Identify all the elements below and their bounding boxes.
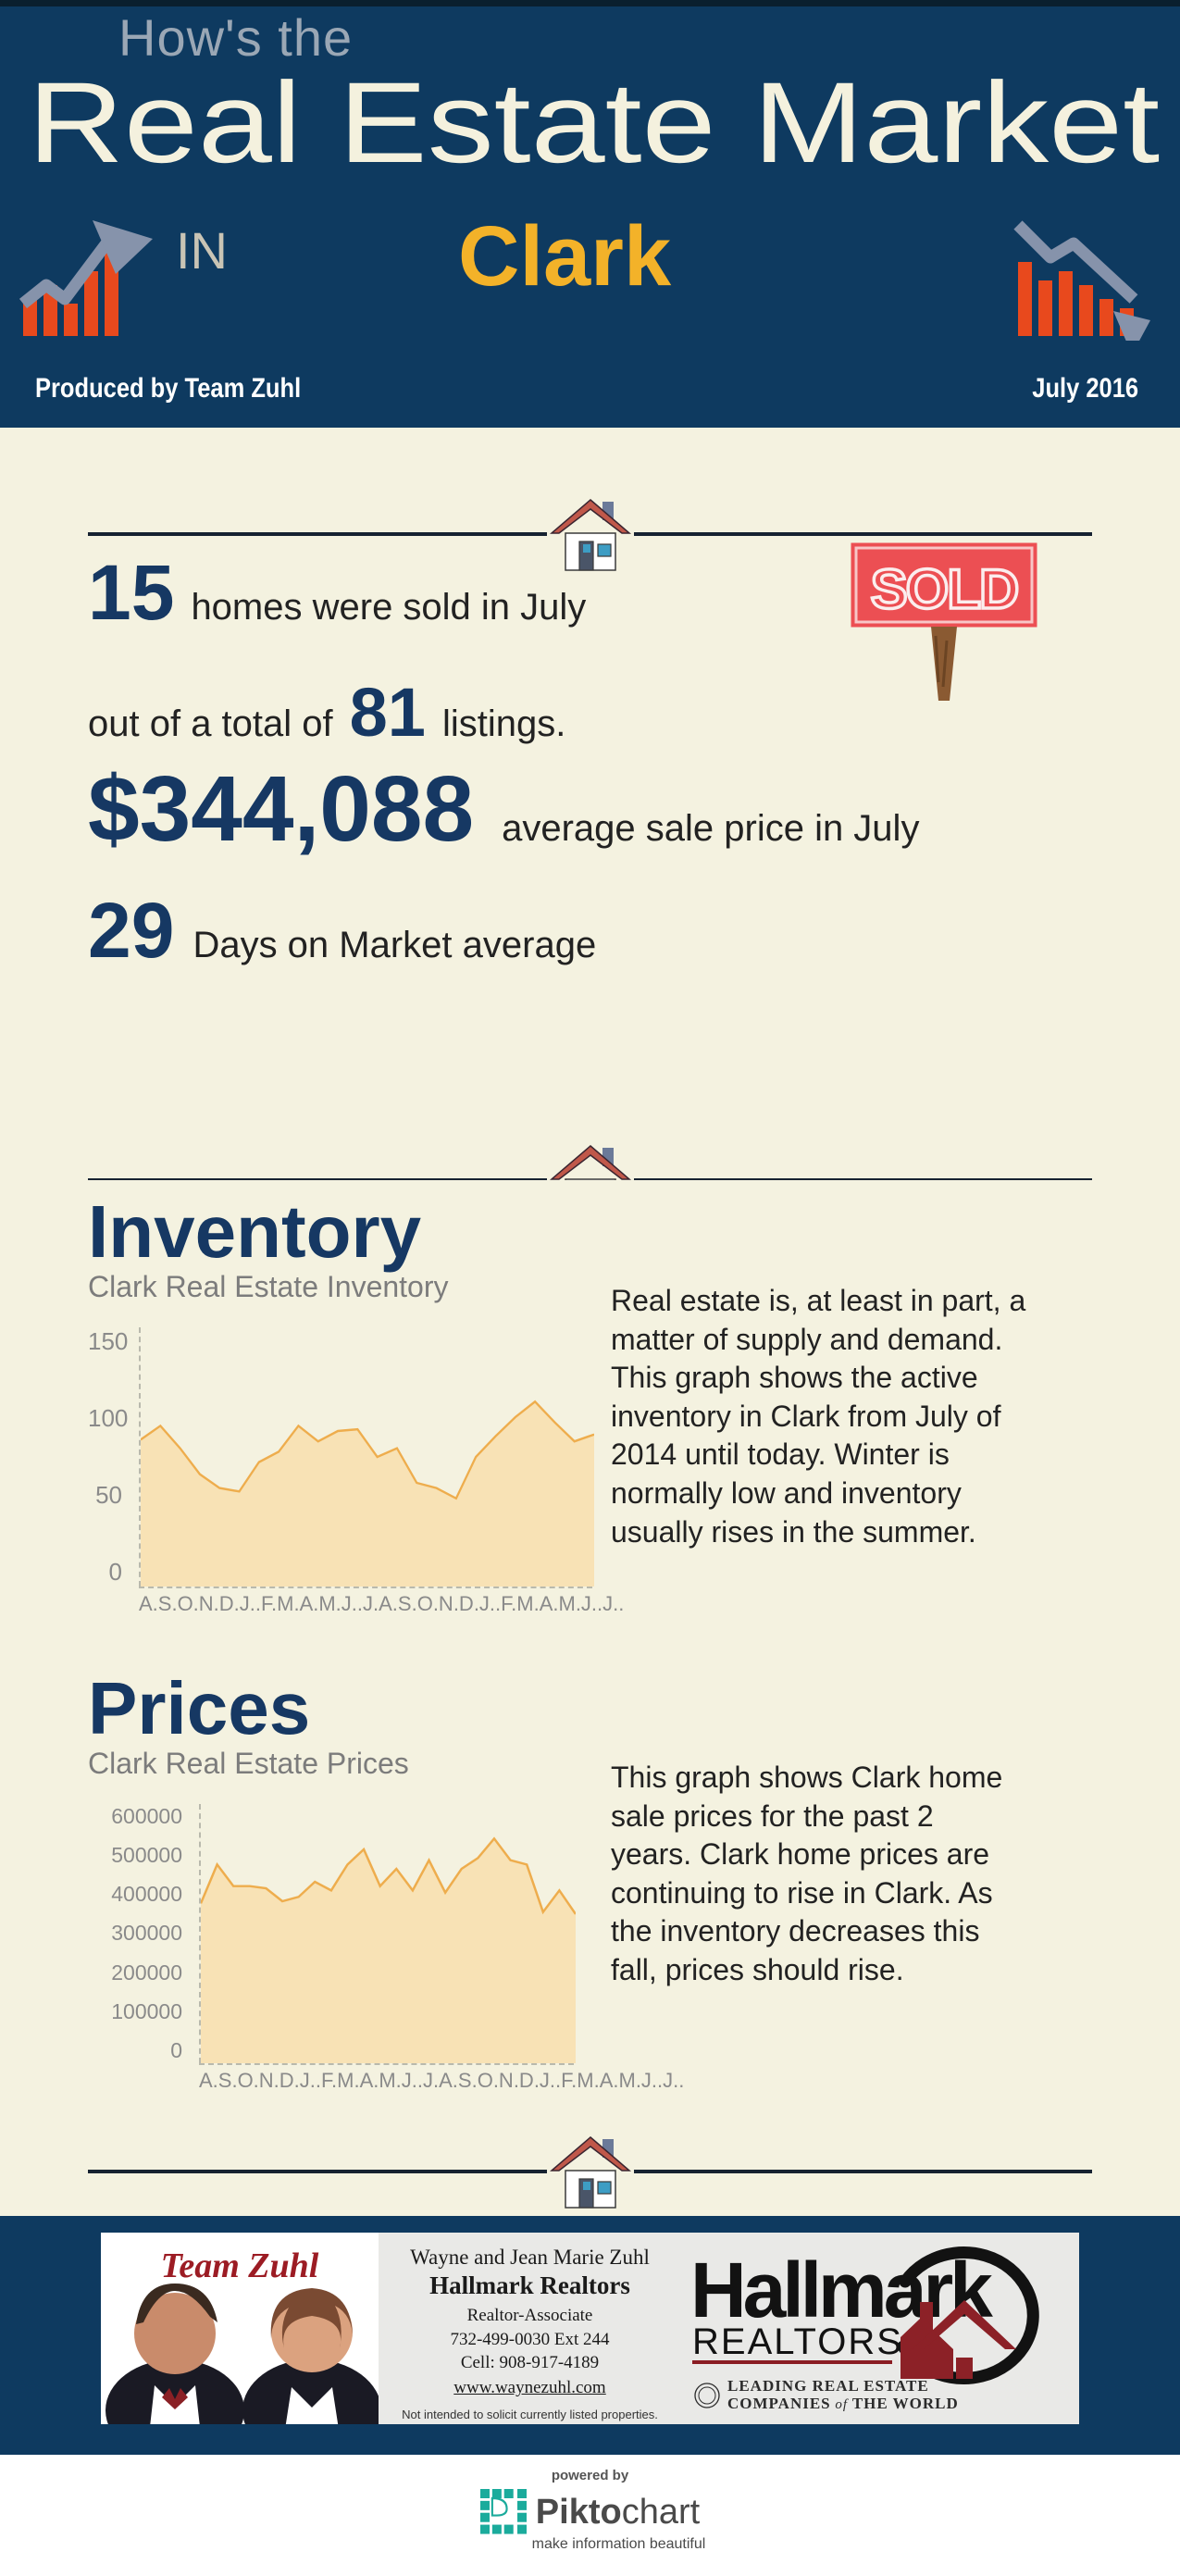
svg-text:SOLD: SOLD: [871, 558, 1018, 620]
svg-text:LEADING REAL ESTATE: LEADING REAL ESTATE: [727, 2377, 929, 2395]
svg-text:REALTORS: REALTORS: [692, 2321, 903, 2362]
svg-text:COMPANIES of THE WORLD: COMPANIES of THE WORLD: [727, 2395, 959, 2412]
